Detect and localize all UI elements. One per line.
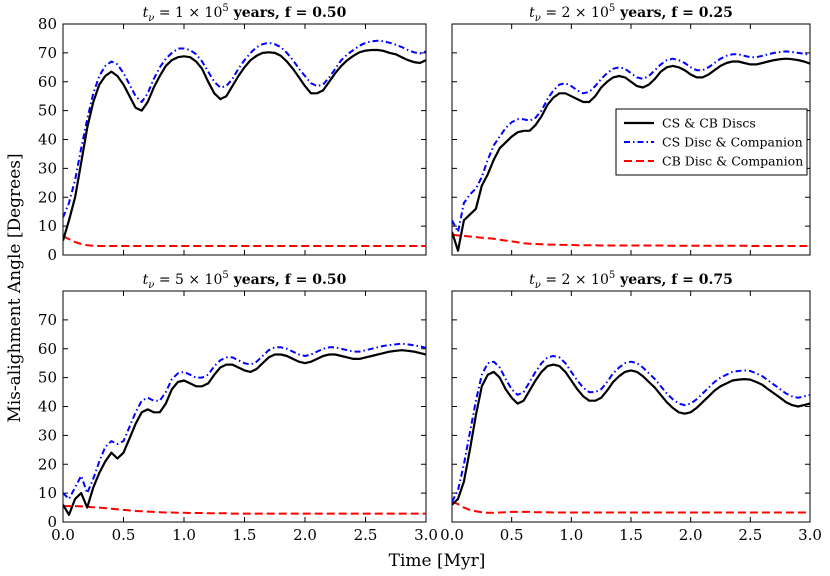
series-line-cs-cb-discs [452, 57, 810, 252]
series-line-cs-disc-companion [452, 355, 810, 503]
y-tick-label: 30 [38, 159, 57, 177]
x-tick-label: 1.5 [233, 526, 257, 544]
y-tick-label: 0 [47, 246, 57, 264]
plot-frame [62, 23, 427, 256]
panel-3: 0 10 20 30 40 50 60 70 0.0 0.5 1.0 1.5 2.0 2.5 3.0 tν =… [38, 270, 438, 544]
y-tick-label: 0 [47, 513, 57, 531]
x-tick-label: 0.0 [440, 526, 464, 544]
y-tick-label: 50 [38, 369, 57, 387]
x-axis-label: Time [Myr] [389, 551, 486, 571]
series-line-cs-disc-companion [452, 50, 810, 233]
y-tick-label: 20 [38, 188, 57, 206]
series-line-cb-disc-companion [452, 233, 810, 247]
panel-1: 0 10 20 30 40 50 60 70 80 tν = 1 × 105 years, f =… [38, 3, 427, 264]
y-tick-label: 10 [38, 484, 57, 502]
series-line-cb-disc-companion [63, 235, 426, 247]
legend-label: CB Disc & Companion [662, 154, 803, 169]
panel-title: tν = 1 × 105 years, f = 0.50 [143, 3, 347, 24]
plot-frame [62, 290, 427, 523]
x-tick-label: 2.5 [354, 526, 378, 544]
panel-title: tν = 2 × 105 years, f = 0.75 [529, 270, 733, 291]
series-line-cs-cb-discs [63, 349, 426, 516]
y-tick-label: 30 [38, 426, 57, 444]
x-tick-label: 2.0 [679, 526, 703, 544]
x-tick-label: 0.5 [500, 526, 524, 544]
y-tick-label: 70 [38, 311, 57, 329]
panel-title: tν = 2 × 105 years, f = 0.25 [529, 3, 733, 24]
y-tick-label: 40 [38, 398, 57, 416]
x-tick-label: 2.5 [738, 526, 762, 544]
legend-label: CS & CB Discs [662, 116, 756, 131]
series-line-cs-disc-companion [63, 39, 426, 218]
series-line-cs-cb-discs [63, 48, 426, 241]
legend: CS & CB Discs CS Disc & Companion CB Disc … [615, 108, 808, 176]
x-tick-label: 0.5 [112, 526, 136, 544]
y-tick-label: 80 [38, 15, 57, 33]
x-tick-label: 1.5 [619, 526, 643, 544]
x-tick-label: 2.0 [293, 526, 317, 544]
x-tick-label: 1.0 [559, 526, 583, 544]
y-tick-label: 20 [38, 455, 57, 473]
y-tick-label: 70 [38, 44, 57, 62]
series-line-cb-disc-companion [63, 505, 426, 515]
series-line-cs-disc-companion [63, 342, 426, 500]
y-tick-label: 10 [38, 217, 57, 235]
x-tick-label: 3.0 [798, 526, 822, 544]
panel-title: tν = 5 × 105 years, f = 0.50 [143, 270, 347, 291]
x-tick-label: 1.0 [172, 526, 196, 544]
y-tick-label: 40 [38, 131, 57, 149]
plot-frame [451, 290, 811, 523]
series-line-cs-cb-discs [452, 363, 810, 506]
y-axis-label: Mis-alighment Angle [Degrees] [5, 153, 25, 422]
y-tick-label: 60 [38, 73, 57, 91]
panel-4: 0.0 0.5 1.0 1.5 2.0 2.5 3.0 tν = 2 × 105 years,… [440, 270, 822, 544]
legend-label: CS Disc & Companion [662, 135, 803, 150]
x-tick-label: 3.0 [414, 526, 438, 544]
y-tick-label: 60 [38, 340, 57, 358]
x-tick-label: 0.0 [51, 526, 75, 544]
series-line-cb-disc-companion [452, 500, 810, 514]
y-tick-label: 50 [38, 102, 57, 120]
